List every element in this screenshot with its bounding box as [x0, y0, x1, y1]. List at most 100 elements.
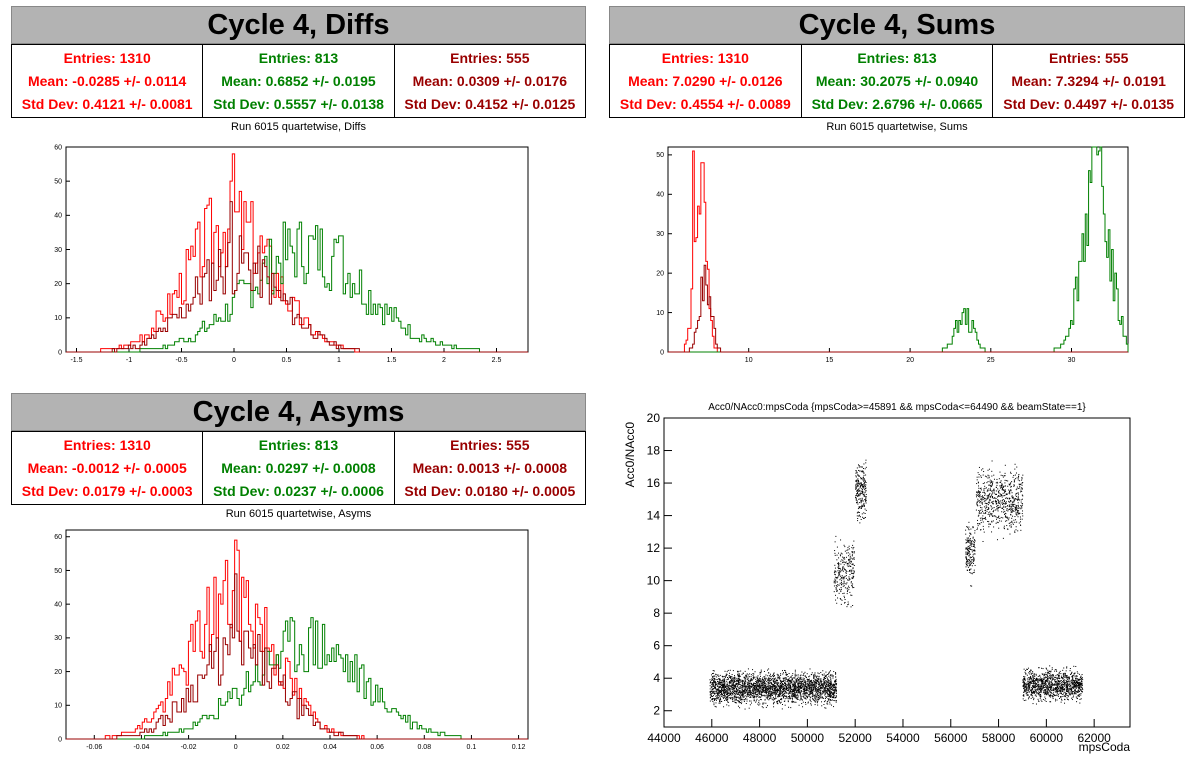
scatter-point	[727, 677, 729, 679]
scatter-point	[840, 584, 842, 586]
scatter-point	[1012, 496, 1014, 498]
scatter-point	[803, 695, 805, 697]
scatter-point	[983, 491, 985, 493]
scatter-point	[864, 486, 866, 488]
scatter-point	[832, 677, 834, 679]
scatter-point	[743, 685, 745, 687]
scatter-point	[711, 685, 713, 687]
y-tick-label: 2	[653, 704, 660, 718]
scatter-point	[999, 481, 1001, 483]
scatter-point	[1041, 682, 1043, 684]
x-tick-label: 0.08	[417, 744, 431, 751]
scatter-point	[1040, 682, 1042, 684]
scatter-point	[802, 679, 804, 681]
scatter-point	[844, 602, 846, 604]
scatter-point	[1010, 486, 1012, 488]
scatter-point	[743, 677, 745, 679]
scatter-point	[847, 589, 849, 591]
scatter-point	[716, 679, 718, 681]
scatter-point	[814, 682, 816, 684]
scatter-point	[711, 698, 713, 700]
scatter-point	[1065, 688, 1067, 690]
scatter-point	[748, 707, 750, 709]
scatter-point	[1042, 686, 1044, 688]
scatter-point	[865, 490, 867, 492]
scatter-point	[1021, 503, 1023, 505]
scatter-point	[750, 693, 752, 695]
scatter-point	[1019, 516, 1021, 518]
scatter-point	[858, 506, 860, 508]
scatter-point	[839, 574, 841, 576]
scatter-point	[815, 682, 817, 684]
scatter-point	[722, 685, 724, 687]
scatter-point	[803, 692, 805, 694]
scatter-point	[732, 687, 734, 689]
scatter-point	[1026, 682, 1028, 684]
scatter-point	[848, 579, 850, 581]
scatter-point	[747, 694, 749, 696]
scatter-point	[744, 689, 746, 691]
scatter-point	[1065, 689, 1067, 691]
scatter-point	[855, 488, 857, 490]
scatter-point	[1063, 691, 1065, 693]
scatter-point	[1004, 479, 1006, 481]
scatter-point	[819, 689, 821, 691]
scatter-point	[759, 678, 761, 680]
scatter-point	[827, 689, 829, 691]
scatter-point	[979, 491, 981, 493]
scatter-point	[800, 684, 802, 686]
scatter-point	[802, 693, 804, 695]
scatter-point	[982, 483, 984, 485]
scatter-point	[717, 674, 719, 676]
scatter-point	[1043, 677, 1045, 679]
scatter-point	[812, 687, 814, 689]
scatter-point	[852, 573, 854, 575]
scatter-point	[715, 673, 717, 675]
scatter-point	[726, 679, 728, 681]
scatter-point	[833, 675, 835, 677]
scatter-point	[731, 681, 733, 683]
scatter-point	[1004, 492, 1006, 494]
scatter-point	[716, 689, 718, 691]
y-tick-label: 50	[54, 568, 62, 575]
scatter-point	[1000, 486, 1002, 488]
scatter-point	[785, 677, 787, 679]
scatter-point	[1001, 484, 1003, 486]
scatter-point	[763, 691, 765, 693]
scatter-point	[787, 690, 789, 692]
scatter-point	[1033, 683, 1035, 685]
stat-std: Std Dev: 0.5557 +/- 0.0138	[213, 95, 384, 112]
scatter-point	[710, 686, 712, 688]
scatter-point	[968, 546, 970, 548]
scatter-point	[843, 592, 845, 594]
scatter-point	[1081, 685, 1083, 687]
scatter-point	[799, 699, 801, 701]
scatter-point	[1034, 683, 1036, 685]
scatter-point	[749, 692, 751, 694]
scatter-point	[713, 682, 715, 684]
scatter-point	[741, 684, 743, 686]
scatter-point	[1062, 677, 1064, 679]
scatter-point	[779, 692, 781, 694]
scatter-point	[831, 684, 833, 686]
scatter-point	[985, 506, 987, 508]
scatter-point	[1057, 681, 1059, 683]
scatter-point	[719, 687, 721, 689]
scatter-point	[813, 674, 815, 676]
scatter-point	[809, 686, 811, 688]
scatter-point	[1066, 667, 1068, 669]
scatter-point	[1060, 680, 1062, 682]
scatter-point	[773, 684, 775, 686]
scatter-point	[1010, 509, 1012, 511]
scatter-point	[1052, 675, 1054, 677]
scatter-point	[1006, 497, 1008, 499]
scatter-point	[726, 671, 728, 673]
scatter-point	[965, 539, 967, 541]
scatter-point	[853, 552, 855, 554]
scatter-point	[727, 692, 729, 694]
scatter-point	[855, 495, 857, 497]
scatter-point	[858, 488, 860, 490]
scatter-point	[1032, 672, 1034, 674]
scatter-point	[824, 689, 826, 691]
scatter-point	[984, 500, 986, 502]
